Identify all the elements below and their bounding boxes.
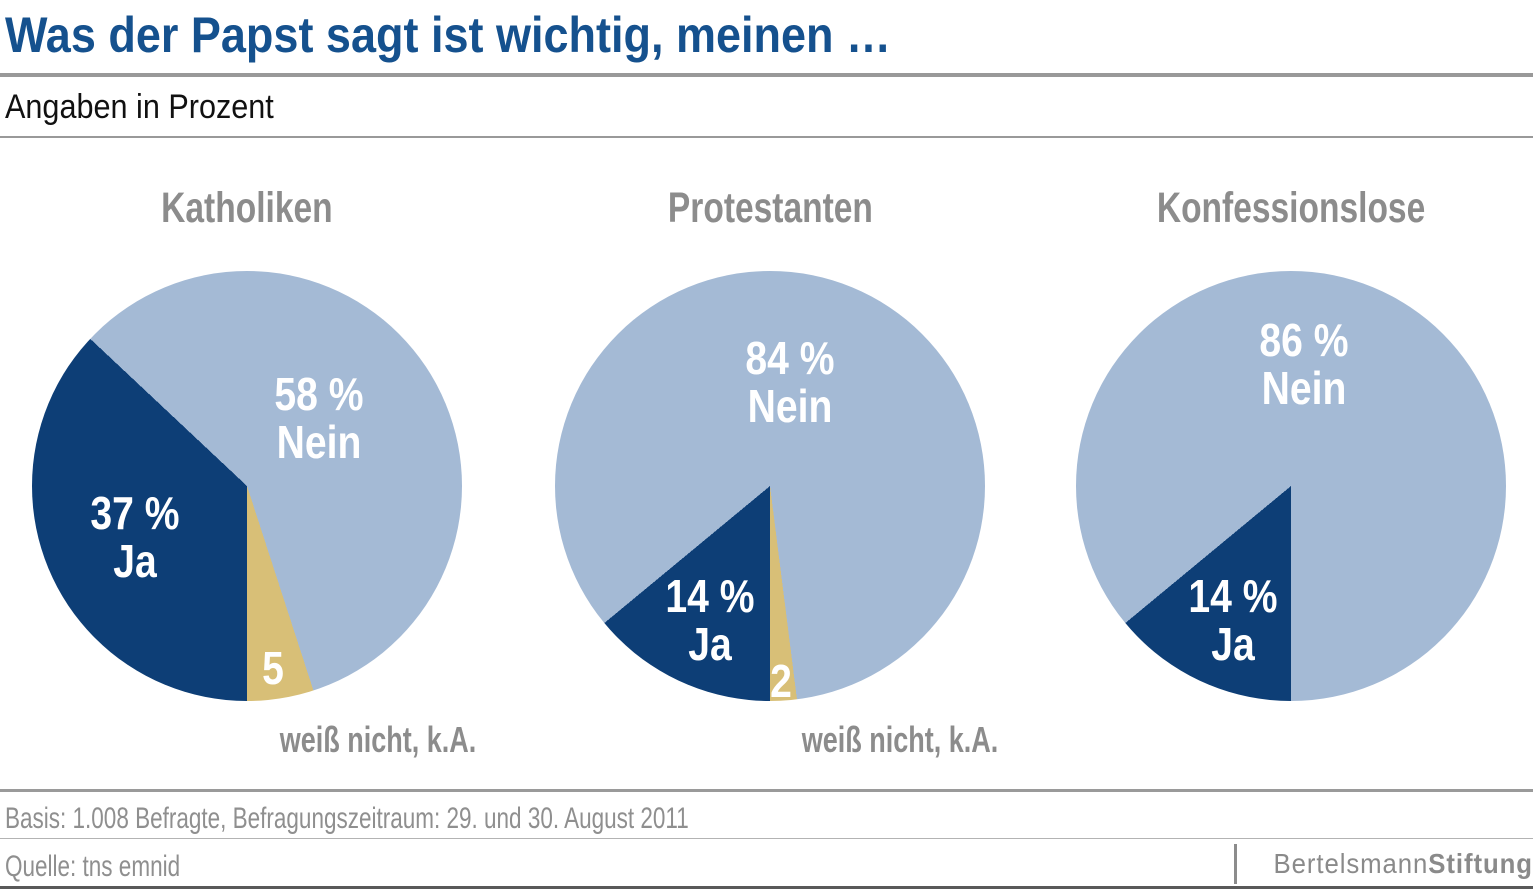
page-title: Was der Papst sagt ist wichtig, meinen …: [5, 7, 892, 63]
logo-divider-bar: [1234, 844, 1238, 884]
logo-text: BertelsmannStiftung: [1273, 848, 1533, 879]
bertelsmann-stiftung-logo: BertelsmannStiftung: [1234, 843, 1533, 885]
pie-title-katholiken: Katholiken: [161, 184, 333, 232]
slice-label-weiss-nicht: 2: [770, 655, 792, 707]
slice-label-nein: 58 % Nein: [274, 368, 364, 468]
pie-title-protestanten: Protestanten: [667, 184, 873, 232]
pie-chart-katholiken: 58 % Nein 37 % Ja 5: [32, 271, 462, 701]
slice-label-weiss-nicht: 5: [262, 642, 284, 694]
caption-weiss-nicht-protestanten: weiß nicht, k.A.: [801, 719, 999, 760]
bottom-border-line: [0, 886, 1533, 889]
slice-label-nein: 84 % Nein: [745, 332, 835, 432]
slice-label-ja: 37 % Ja: [90, 487, 180, 587]
pie-chart-konfessionslose: 86 % Nein 14 % Ja: [1076, 271, 1506, 701]
basis-quelle-divider-line: [0, 838, 1533, 839]
slice-label-ja: 14 % Ja: [1188, 570, 1278, 670]
page-subtitle: Angaben in Prozent: [5, 88, 274, 126]
subtitle-separator-line: [0, 136, 1533, 138]
caption-weiss-nicht-katholiken: weiß nicht, k.A.: [279, 719, 477, 760]
slice-label-ja: 14 % Ja: [665, 570, 755, 670]
source-note: Quelle: tns emnid: [5, 850, 181, 883]
slice-label-nein: 86 % Nein: [1259, 314, 1349, 414]
basis-note: Basis: 1.008 Befragte, Befragungszeitrau…: [5, 802, 689, 835]
title-separator-line: [0, 73, 1533, 77]
footer-separator-line: [0, 789, 1533, 792]
pie-chart-protestanten: 84 % Nein 14 % Ja 2: [555, 271, 985, 705]
pie-title-konfessionslose: Konfessionslose: [1156, 184, 1426, 232]
